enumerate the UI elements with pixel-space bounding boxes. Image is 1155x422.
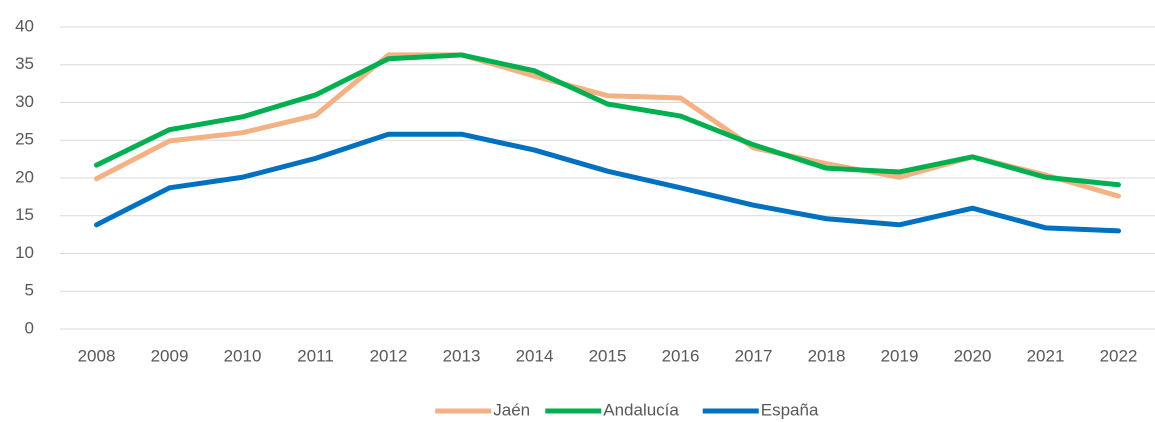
x-tick-label: 2022 bbox=[1100, 346, 1138, 365]
x-tick-label: 2012 bbox=[370, 346, 408, 365]
x-tick-label: 2015 bbox=[589, 346, 627, 365]
y-tick-label: 30 bbox=[15, 92, 34, 111]
y-tick-label: 20 bbox=[15, 167, 34, 186]
legend-label: España bbox=[761, 400, 819, 419]
x-tick-label: 2017 bbox=[735, 346, 773, 365]
x-tick-label: 2016 bbox=[662, 346, 700, 365]
x-tick-label: 2010 bbox=[224, 346, 262, 365]
y-tick-label: 5 bbox=[25, 281, 34, 300]
y-tick-label: 35 bbox=[15, 54, 34, 73]
y-tick-label: 10 bbox=[15, 243, 34, 262]
x-tick-label: 2019 bbox=[881, 346, 919, 365]
x-tick-label: 2011 bbox=[297, 346, 334, 365]
y-tick-label: 0 bbox=[25, 318, 34, 337]
y-tick-label: 40 bbox=[15, 16, 34, 35]
line-series bbox=[94, 52, 1121, 188]
legend-label: Andalucía bbox=[603, 400, 679, 419]
x-tick-label: 2013 bbox=[443, 346, 481, 365]
x-tick-label: 2009 bbox=[151, 346, 189, 365]
x-tick-label: 2018 bbox=[808, 346, 846, 365]
x-tick-label: 2021 bbox=[1027, 346, 1065, 365]
line-series bbox=[94, 131, 1121, 234]
x-tick-label: 2014 bbox=[516, 346, 554, 365]
x-tick-label: 2020 bbox=[954, 346, 992, 365]
legend-label: Jaén bbox=[493, 400, 530, 419]
x-tick-label: 2008 bbox=[78, 346, 116, 365]
y-tick-label: 15 bbox=[15, 205, 34, 224]
y-tick-label: 25 bbox=[15, 130, 34, 149]
